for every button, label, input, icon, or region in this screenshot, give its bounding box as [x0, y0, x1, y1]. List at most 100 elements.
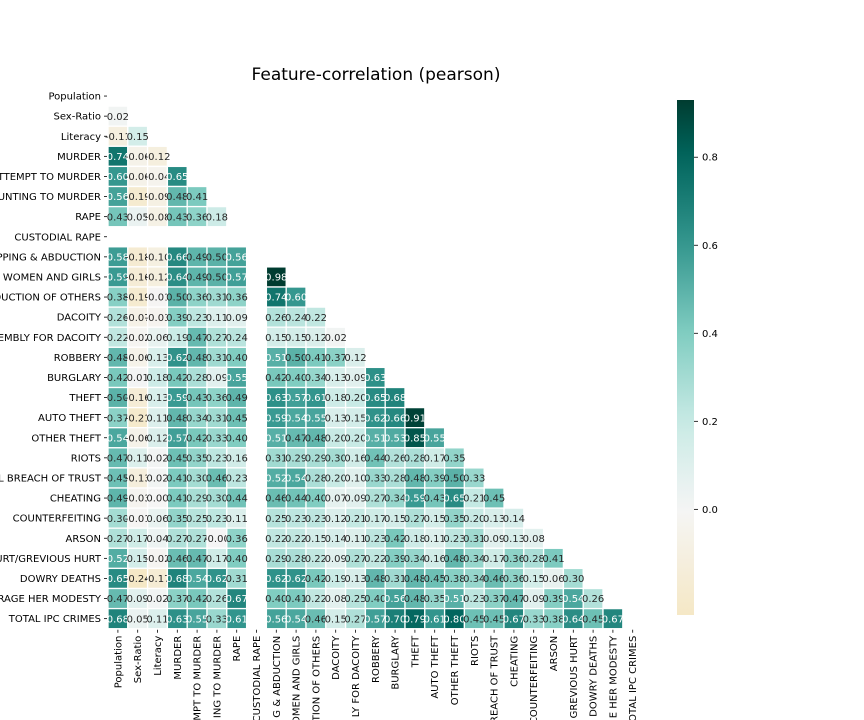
- x-tick-label: BREACH OF TRUST: [490, 635, 501, 720]
- cell-value-label: -0.13: [125, 474, 151, 485]
- cell-value-label: 0.09: [344, 373, 366, 384]
- cell-value-label: 0.30: [107, 514, 129, 525]
- cell-value-label: 0.02: [325, 333, 347, 344]
- cell-value-label: 0.70: [384, 614, 406, 625]
- cell-value-label: 0.79: [404, 614, 426, 625]
- cell-value-label: 0.36: [503, 574, 525, 585]
- cell-value-label: -0.19: [125, 192, 151, 203]
- cell-value-label: 0.48: [107, 353, 129, 364]
- cell-value-label: 0.12: [344, 353, 366, 364]
- y-tick-label: COUNTERFEITING: [13, 514, 101, 525]
- cell-value-label: 0.15: [265, 333, 287, 344]
- cell-value-label: 0.49: [226, 393, 248, 404]
- cell-value-label: 0.13: [344, 574, 366, 585]
- cell-value-label: 0.31: [226, 574, 248, 585]
- cell-value-label: 0.59: [265, 413, 287, 424]
- cell-value-label: 0.43: [424, 494, 446, 505]
- cell-value-label: 0.50: [443, 474, 465, 485]
- cell-value-label: 0.53: [384, 433, 406, 444]
- x-tick-label: CHEATING: [509, 636, 520, 687]
- cell-value-label: 0.57: [166, 433, 188, 444]
- cell-value-label: 0.40: [364, 594, 386, 605]
- cell-value-label: 0.42: [166, 373, 188, 384]
- cell-value-label: 0.20: [344, 393, 366, 404]
- cell-value-label: -0.09: [145, 192, 171, 203]
- cell-value-label: 0.09: [325, 554, 347, 565]
- cell-value-label: 0.62: [206, 574, 228, 585]
- cell-value-label: 0.68: [166, 574, 188, 585]
- cell-value-label: 0.27: [206, 333, 228, 344]
- cell-value-label: 0.26: [265, 313, 287, 324]
- cell-value-label: 0.54: [107, 433, 129, 444]
- cell-value-label: 0.16: [424, 554, 446, 565]
- cell-value-label: 0.55: [186, 614, 208, 625]
- cell-value-label: 0.02: [146, 453, 168, 464]
- cell-value-label: 0.18: [146, 373, 168, 384]
- cell-value-label: 0.55: [305, 413, 327, 424]
- cell-value-label: 0.34: [463, 554, 485, 565]
- cell-value-label: 0.34: [305, 373, 327, 384]
- cell-value-label: 0.00: [146, 494, 168, 505]
- y-tick-label: DACOITY: [57, 313, 102, 324]
- cell-value-label: 0.25: [265, 514, 287, 525]
- cell-value-label: 0.25: [186, 514, 208, 525]
- cell-value-label: 0.41: [285, 594, 307, 605]
- x-tick-label: MURDER: [173, 636, 184, 680]
- x-tick-label: DACOITY: [331, 635, 342, 680]
- cell-value-label: 0.26: [206, 594, 228, 605]
- cell-value-label: 0.23: [364, 534, 386, 545]
- colorbar-tick-label: 0.0: [702, 505, 718, 516]
- x-tick-label: OTHER THEFT: [450, 635, 461, 705]
- cell-value-label: 0.11: [146, 614, 168, 625]
- y-tick-label: RAGE HER MODESTY: [0, 594, 102, 605]
- cell-value-label: 0.38: [107, 293, 129, 304]
- x-tick-label: BURGLARY: [391, 635, 402, 690]
- cell-value-label: 0.42: [186, 433, 208, 444]
- y-axis-tick-labels: Population Sex-Ratio Literacy MURDER TTEMPT …: [0, 92, 107, 625]
- cell-value-label: 0.39: [542, 594, 564, 605]
- cell-value-label: 0.09: [344, 494, 366, 505]
- cell-value-label: 0.65: [107, 574, 129, 585]
- cell-value-label: 0.22: [305, 554, 327, 565]
- y-tick-label: ARSON: [66, 534, 102, 545]
- cell-value-label: 0.42: [384, 534, 406, 545]
- cell-value-label: 0.33: [206, 614, 228, 625]
- cell-value-label: 0.43: [166, 212, 188, 223]
- cell-value-label: 0.56: [107, 192, 129, 203]
- cell-value-label: 0.45: [483, 494, 505, 505]
- cell-value-label: 0.20: [325, 433, 347, 444]
- cell-value-label: 0.31: [206, 353, 228, 364]
- cell-value-label: 0.44: [226, 494, 248, 505]
- cell-value-label: 0.67: [602, 614, 624, 625]
- x-tick-label: OTAL IPC CRIMES: [628, 636, 639, 720]
- cell-value-label: 0.47: [107, 453, 129, 464]
- cell-value-label: 0.50: [166, 293, 188, 304]
- cell-value-label: 0.16: [344, 453, 366, 464]
- cell-value-label: 0.23: [463, 594, 485, 605]
- cell-value-label: -0.06: [125, 152, 151, 163]
- cell-value-label: 0.27: [107, 534, 129, 545]
- cell-value-label: 0.19: [166, 333, 188, 344]
- cell-value-label: 0.13: [146, 393, 168, 404]
- cell-value-label: 0.64: [562, 614, 584, 625]
- cell-value-label: 0.55: [226, 373, 248, 384]
- cell-value-label: -0.08: [145, 212, 171, 223]
- cell-value-label: 0.35: [186, 453, 208, 464]
- cell-value-label: 0.51: [364, 433, 386, 444]
- cell-value-label: -0.21: [125, 413, 151, 424]
- cell-value-label: 0.09: [523, 594, 545, 605]
- y-tick-label: DUCTION OF OTHERS: [0, 293, 101, 304]
- cell-value-label: 0.23: [186, 313, 208, 324]
- cell-value-label: 0.46: [305, 614, 327, 625]
- cell-value-label: 0.51: [265, 433, 287, 444]
- y-tick-label: RIOTS: [71, 453, 101, 464]
- cell-value-label: 0.46: [265, 494, 287, 505]
- cell-value-label: 0.18: [404, 534, 426, 545]
- cell-value-label: 0.35: [443, 514, 465, 525]
- cell-value-label: 0.15: [305, 534, 327, 545]
- cell-value-label: 0.98: [265, 273, 287, 284]
- cell-value-label: 0.47: [503, 594, 525, 605]
- x-tick-label: RAPE: [232, 636, 243, 662]
- cell-value-label: 0.42: [186, 594, 208, 605]
- cell-value-label: -0.06: [125, 172, 151, 183]
